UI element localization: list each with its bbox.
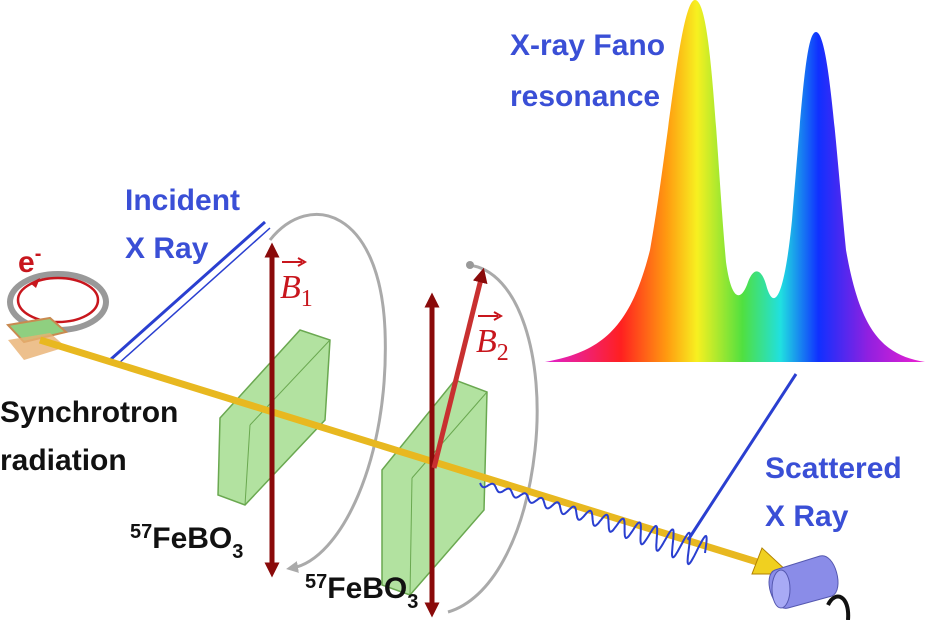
detector-cable	[826, 594, 851, 620]
electron-symbol: e	[18, 246, 35, 279]
spectrum-label: X-ray Fano	[510, 29, 665, 62]
field-label: B2	[476, 323, 509, 366]
undulator-base	[8, 333, 66, 360]
field-loop	[268, 213, 387, 573]
undulator	[5, 316, 69, 344]
scattered-label: Scattered	[765, 452, 902, 485]
crystal-edge	[409, 477, 413, 596]
electron-charge: -	[35, 243, 42, 265]
loop-end	[466, 261, 474, 269]
field-label: B1	[280, 269, 313, 312]
beam	[38, 336, 772, 570]
sample-formula: FeBO	[152, 522, 232, 555]
detector-face	[771, 569, 791, 609]
sample-label: 57FeBO3	[130, 521, 243, 563]
sample-subscript: 3	[232, 541, 243, 563]
field-subscript: 2	[497, 340, 509, 366]
spectrum-label: resonance	[510, 80, 660, 113]
crystal-edge	[244, 424, 251, 506]
vector-arrow-head	[297, 257, 308, 267]
incident-label: Incident	[125, 184, 240, 217]
incident-ray	[117, 227, 271, 365]
scattered-wave	[479, 482, 708, 566]
electron-orbit	[16, 276, 100, 324]
field-symbol: B	[476, 323, 497, 360]
incident-label: X Ray	[125, 232, 209, 265]
sample-mass: 57	[305, 571, 327, 593]
electron-label: e-	[18, 243, 41, 279]
sample-subscript: 3	[407, 591, 418, 613]
source-label: radiation	[0, 444, 127, 477]
scattered-label: X Ray	[765, 500, 849, 533]
field-arrow	[431, 267, 488, 469]
field-loop	[447, 263, 539, 614]
wave-path	[479, 482, 708, 566]
source-label: Synchrotron	[0, 396, 178, 429]
fano-spectrum	[545, 0, 925, 362]
incident-ray	[109, 220, 266, 362]
sample-label: 57FeBO3	[305, 571, 418, 613]
electron-arrow	[30, 278, 40, 288]
sample-formula: FeBO	[327, 572, 407, 605]
vector-arrow-head	[493, 311, 504, 321]
sample-mass: 57	[130, 521, 152, 543]
field-symbol: B	[280, 269, 301, 306]
scattered-ray	[686, 373, 798, 541]
field-subscript: 1	[301, 286, 313, 312]
